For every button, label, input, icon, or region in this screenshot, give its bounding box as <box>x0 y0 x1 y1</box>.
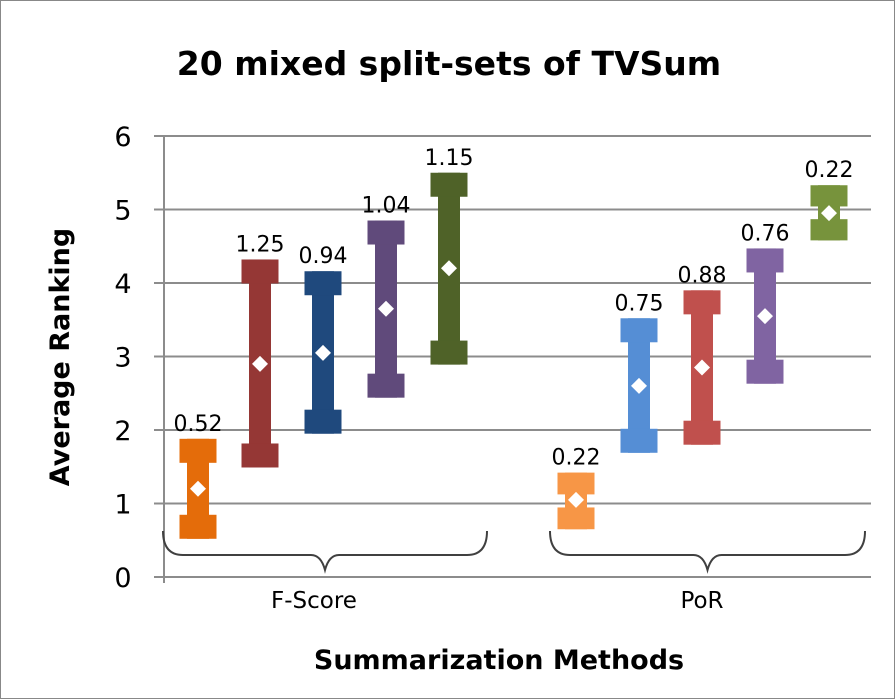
chart-title: 20 mixed split-sets of TVSum <box>177 44 721 83</box>
error-bar: 1.15 <box>425 146 474 365</box>
error-bar: 0.76 <box>741 221 790 384</box>
error-bar: 0.22 <box>552 446 601 530</box>
data-label: 0.76 <box>741 221 790 246</box>
y-tick-label: 0 <box>114 563 131 594</box>
mean-marker <box>568 491 584 508</box>
error-bar-bottom-cap <box>810 219 848 241</box>
mean-marker <box>252 355 268 372</box>
error-bar: 0.94 <box>299 244 348 434</box>
group-brackets <box>162 530 866 574</box>
error-bar-bottom-cap <box>557 507 595 530</box>
error-bar-bottom-cap <box>620 428 658 453</box>
mean-marker <box>315 344 331 361</box>
error-bar-bottom-cap <box>367 373 405 398</box>
error-bar-top-cap <box>810 185 848 207</box>
error-bar-top-cap <box>367 220 405 245</box>
data-label: 1.25 <box>236 232 285 257</box>
mean-marker <box>441 260 457 277</box>
x-category-labels: F-Score PoR <box>271 588 724 614</box>
y-tick-label: 5 <box>114 196 131 227</box>
bracket-por <box>549 530 866 574</box>
data-label: 0.94 <box>299 244 348 269</box>
y-axis-title: Average Ranking <box>45 228 76 486</box>
error-bar: 0.75 <box>615 291 664 453</box>
y-tick-labels: 0 1 2 3 4 5 6 <box>114 122 131 594</box>
error-bar: 0.22 <box>805 158 854 241</box>
error-bar-top-cap <box>683 290 721 315</box>
error-bar-top-cap <box>304 271 342 296</box>
error-bar-top-cap <box>620 318 658 343</box>
error-bars: 0.52 1.25 0.94 1.04 1.15 0.22 0.75 0.88 0.76 0.22 <box>174 146 854 539</box>
mean-marker <box>821 205 837 222</box>
error-bar: 0.52 <box>174 412 223 539</box>
data-label: 0.88 <box>678 263 727 288</box>
data-label: 1.15 <box>425 146 474 171</box>
x-axis-title: Summarization Methods <box>314 645 684 676</box>
error-bar-top-cap <box>430 172 468 197</box>
error-bar-top-cap <box>241 259 279 284</box>
error-bar: 1.25 <box>236 232 285 468</box>
y-tick-label: 3 <box>114 343 131 374</box>
mean-marker <box>190 480 206 497</box>
error-bar: 1.04 <box>362 194 411 398</box>
category-label: PoR <box>680 588 723 614</box>
mean-marker <box>378 300 394 317</box>
data-label: 0.75 <box>615 291 664 316</box>
error-bar-bottom-cap <box>179 514 217 539</box>
error-bar-top-cap <box>179 438 217 463</box>
error-bar-bottom-cap <box>683 420 721 445</box>
error-bar-bottom-cap <box>746 359 784 384</box>
y-tick-label: 4 <box>114 269 131 300</box>
error-bar-bottom-cap <box>241 443 279 468</box>
mean-marker <box>694 359 710 376</box>
error-bar-top-cap <box>746 248 784 273</box>
data-label: 0.22 <box>805 158 854 183</box>
error-bar-top-cap <box>557 472 595 495</box>
error-bar-bottom-cap <box>304 409 342 434</box>
bracket-f-score <box>162 530 488 574</box>
mean-marker <box>757 308 773 325</box>
data-label: 0.22 <box>552 446 601 471</box>
data-label: 0.52 <box>174 412 223 437</box>
y-tick-label: 2 <box>114 416 131 447</box>
error-bar: 0.88 <box>678 263 727 445</box>
error-bar-bottom-cap <box>430 340 468 365</box>
data-label: 1.04 <box>362 194 411 219</box>
mean-marker <box>631 377 647 394</box>
y-tick-label: 1 <box>114 490 131 521</box>
y-tick-label: 6 <box>114 122 131 153</box>
category-label: F-Score <box>271 588 357 614</box>
